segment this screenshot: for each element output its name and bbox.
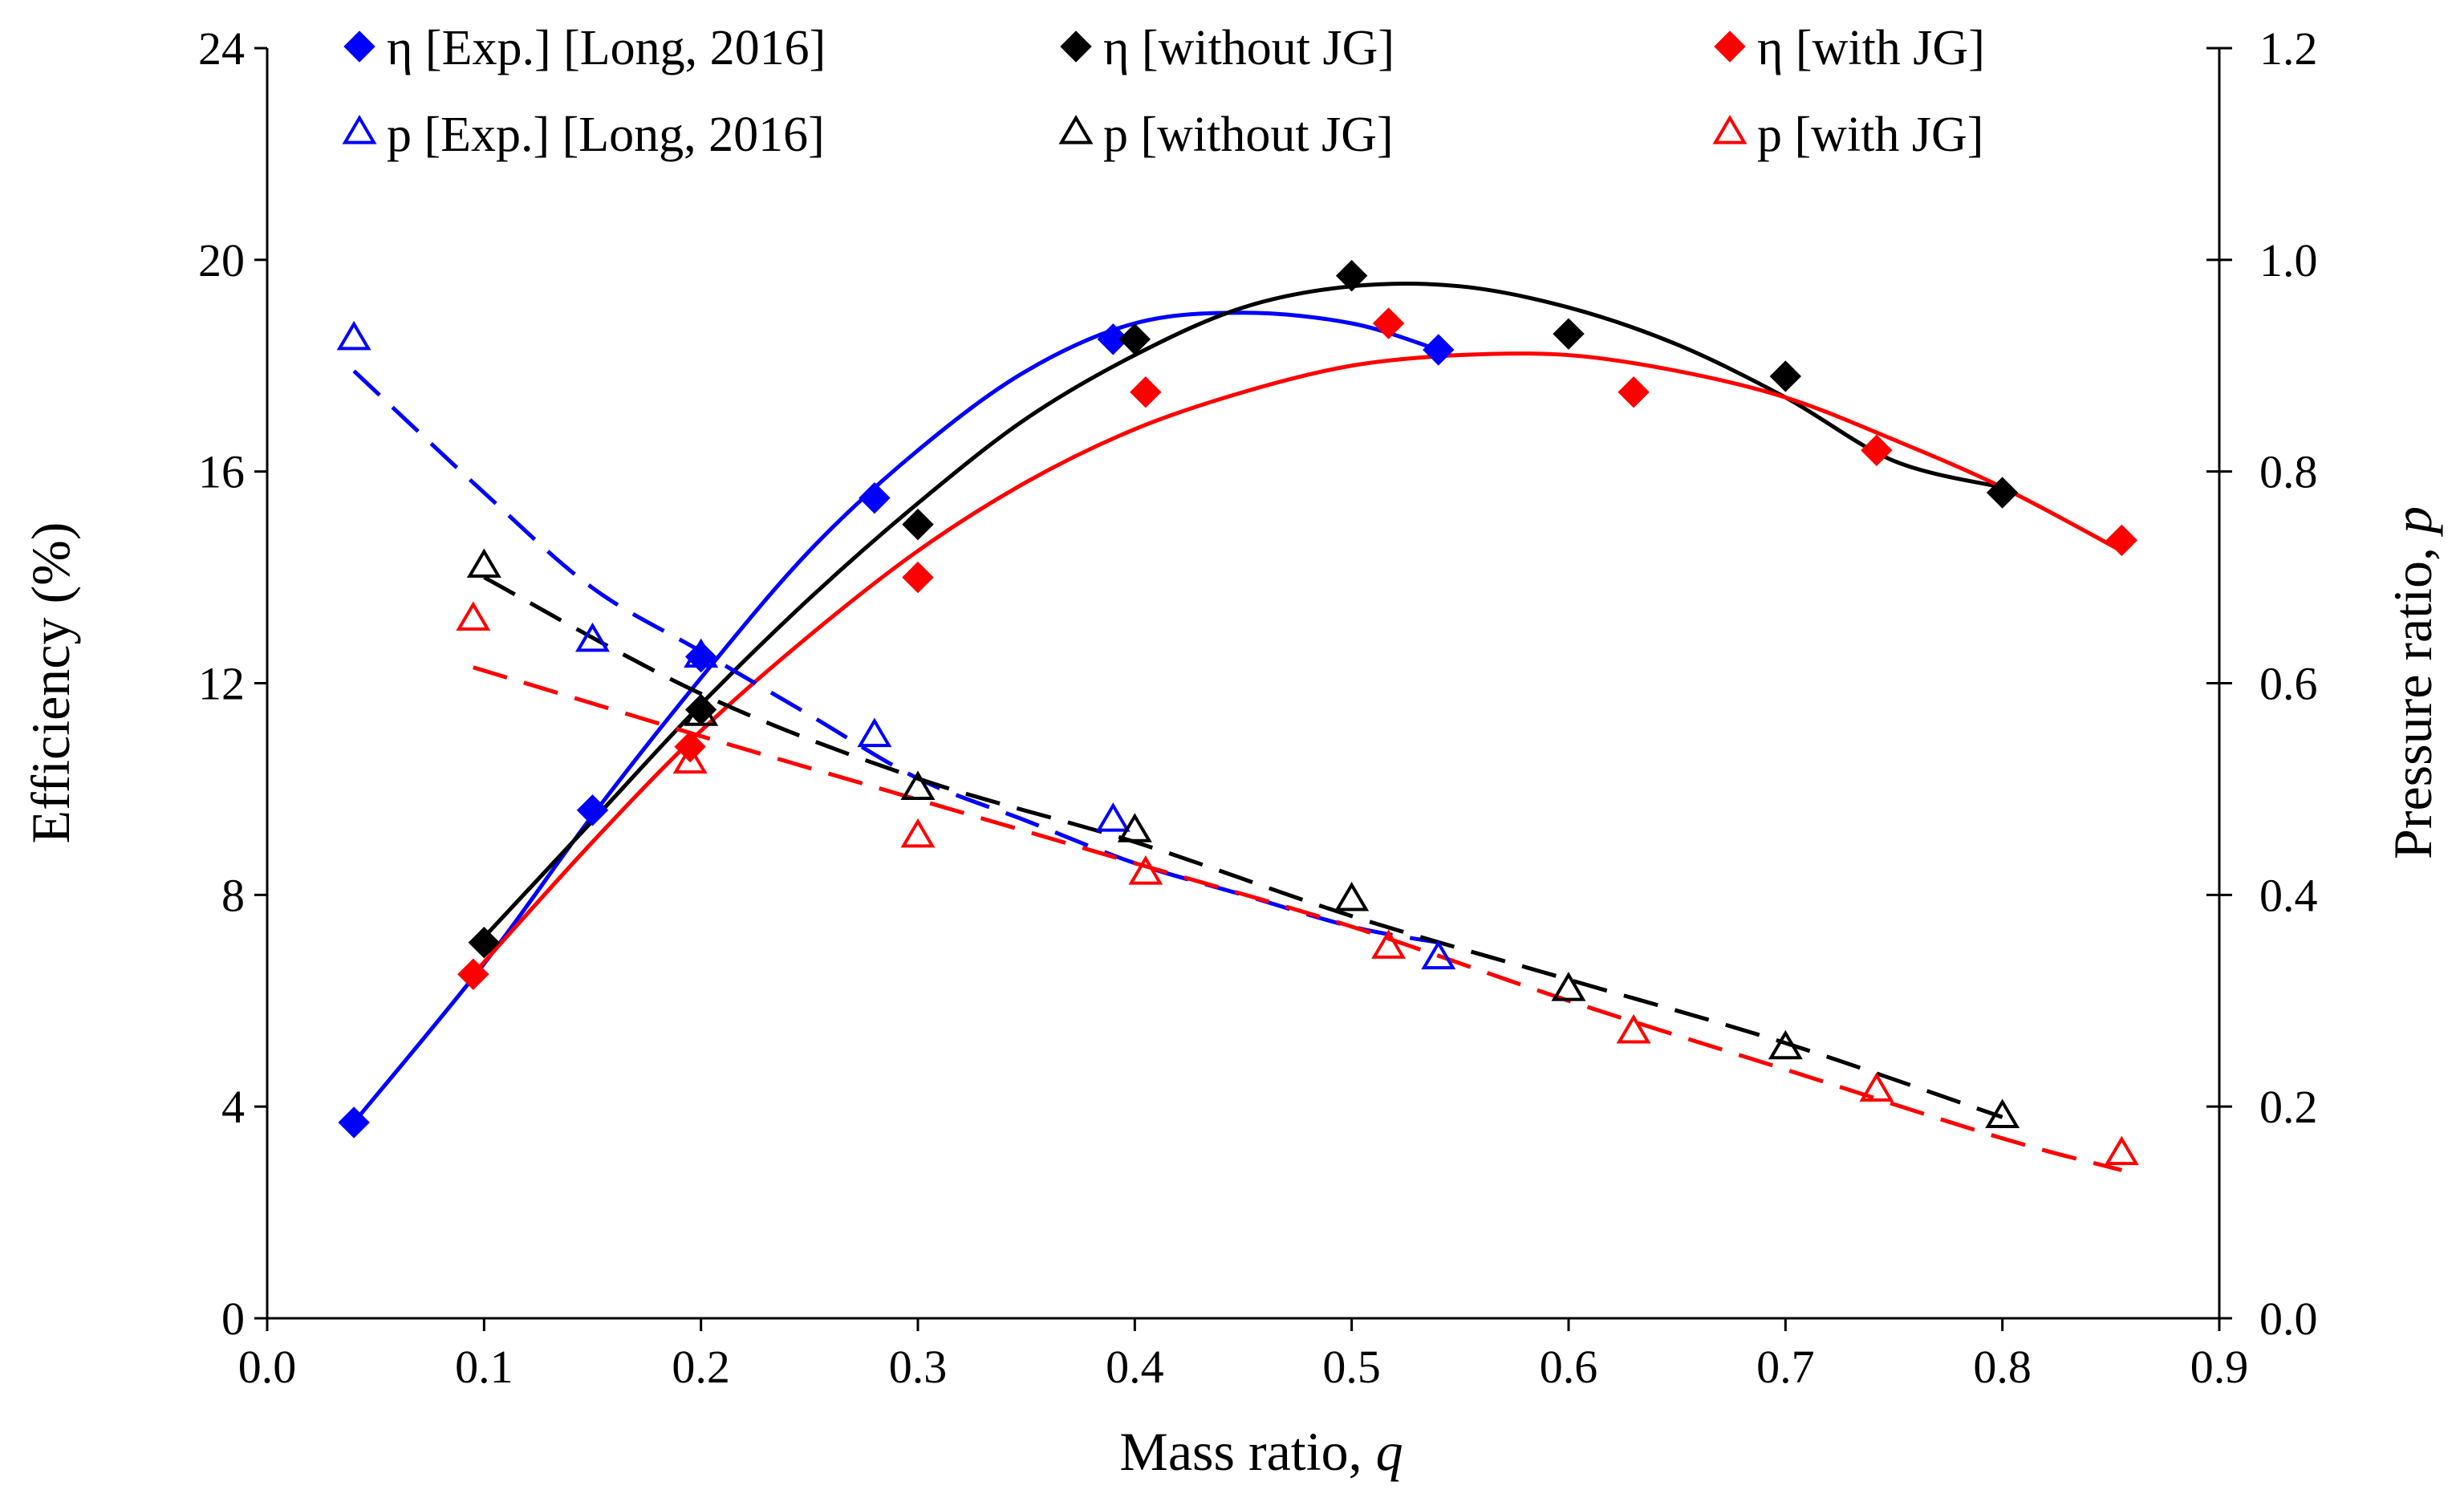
x-tick-label: 0.8 [1973, 1341, 2032, 1393]
fit-line-3 [352, 369, 1439, 945]
legend-item-4: p [without JG] [1058, 108, 1394, 162]
data-point-p-exp-long-2016 [1095, 802, 1131, 832]
data-point-with-jg [2105, 524, 2138, 557]
data-point-p-with-jg [672, 744, 708, 774]
fit-line-0 [352, 311, 1439, 1124]
y-tick-label: 16 [198, 446, 245, 498]
fit-lines [352, 282, 2123, 1172]
x-tick-label: 0.6 [1540, 1341, 1598, 1393]
legend-item-1: η [without JG] [1060, 21, 1394, 75]
data-point-with-jg [902, 561, 934, 594]
data-point-exp-long-2016 [859, 481, 891, 514]
data-point-exp-long-2016 [684, 640, 717, 673]
y2-tick-label: 1.2 [2259, 22, 2318, 75]
legend-marker [343, 30, 375, 63]
data-point-exp-long-2016 [576, 794, 609, 826]
data-point-p-without-jg [900, 770, 936, 801]
y-tick-label: 0 [221, 1293, 245, 1345]
legend-marker [1058, 115, 1094, 144]
data-point-p-without-jg [1985, 1098, 2020, 1128]
data-point-exp-long-2016 [1423, 334, 1455, 366]
y-tick-label: 20 [198, 234, 245, 286]
y2-axis-title: Pressure ratio, p [2382, 506, 2443, 859]
data-point-p-exp-long-2016 [684, 638, 719, 668]
fit-line-1 [482, 282, 2003, 939]
legend-item-5: p [with JG] [1712, 108, 1983, 162]
x-tick-label: 0.9 [2190, 1341, 2249, 1393]
data-point-without-jg [1553, 318, 1585, 350]
legend-label: p [Exp.] [Long, 2016] [387, 108, 825, 162]
data-point-with-jg [1130, 376, 1162, 408]
x-tick-label: 0.4 [1106, 1341, 1164, 1393]
legend-label: η [without JG] [1103, 21, 1394, 75]
data-point-p-with-jg [456, 601, 491, 631]
y2-tick-label: 0.2 [2259, 1081, 2318, 1133]
data-point-exp-long-2016 [338, 1106, 370, 1139]
legend-marker [1714, 30, 1746, 63]
legend-marker [1712, 115, 1748, 144]
data-point-without-jg [1335, 259, 1368, 292]
data-markers [336, 259, 2139, 1166]
data-point-p-with-jg [1859, 1072, 1894, 1102]
x-tick-label: 0.7 [1756, 1341, 1815, 1393]
data-point-without-jg [468, 926, 501, 959]
y2-tick-label: 0.8 [2259, 446, 2318, 498]
legend-item-2: η [with JG] [1714, 21, 1985, 75]
legend-label: η [Exp.] [Long, 2016] [387, 21, 826, 75]
data-point-p-exp-long-2016 [857, 717, 892, 748]
data-point-p-without-jg [1117, 813, 1152, 842]
y-axis-title: Efficiency (%) [20, 522, 81, 844]
data-point-p-exp-long-2016 [1421, 940, 1456, 970]
fit-line-5 [473, 665, 2122, 1172]
data-point-p-without-jg [684, 696, 719, 726]
data-point-without-jg [1986, 477, 2019, 509]
legend: η [Exp.] [Long, 2016] η [without JG] η [wi… [342, 21, 1985, 162]
data-point-p-without-jg [466, 548, 501, 578]
legend-label: p [without JG] [1103, 108, 1394, 162]
data-point-p-with-jg [2104, 1135, 2139, 1166]
data-point-p-exp-long-2016 [575, 622, 610, 652]
data-point-p-without-jg [1551, 972, 1586, 1001]
x-tick-label: 0.3 [889, 1341, 948, 1393]
y-tick-label: 12 [198, 658, 245, 710]
data-point-with-jg [1861, 434, 1893, 466]
fit-line-4 [483, 575, 2003, 1119]
data-point-p-without-jg [1334, 882, 1370, 911]
y-tick-label: 24 [198, 22, 245, 75]
y2-tick-label: 0.4 [2259, 869, 2318, 921]
data-point-p-with-jg [1128, 855, 1163, 885]
plot-frame [254, 47, 2232, 1331]
y2-tick-label: 0.0 [2259, 1293, 2318, 1345]
legend-label: η [with JG] [1757, 21, 1985, 75]
x-tick-label: 0.1 [455, 1341, 514, 1393]
y2-tick-label: 1.0 [2259, 234, 2318, 286]
data-point-exp-long-2016 [1097, 323, 1130, 355]
legend-item-3: p [Exp.] [Long, 2016] [342, 108, 825, 162]
x-axis-title: Mass ratio, q [1119, 1421, 1402, 1482]
data-point-p-exp-long-2016 [336, 320, 371, 351]
y-tick-label: 4 [221, 1081, 245, 1133]
data-point-without-jg [1118, 323, 1151, 355]
data-point-p-with-jg [1371, 929, 1407, 959]
data-point-with-jg [1372, 307, 1405, 339]
legend-marker [342, 115, 377, 144]
y2-tick-label: 0.6 [2259, 658, 2318, 710]
data-point-without-jg [902, 508, 934, 541]
tick-labels: 0.0 0.1 0.2 0.3 0.4 0.5 0.6 0.7 0.8 0.9 0 4 8 12 16 20 2… [198, 22, 2318, 1393]
x-tick-label: 0.5 [1322, 1341, 1381, 1393]
data-point-without-jg [1769, 360, 1802, 392]
data-point-p-with-jg [1616, 1013, 1651, 1044]
y-tick-label: 8 [221, 869, 245, 921]
legend-label: p [with JG] [1757, 108, 1983, 162]
x-tick-label: 0.0 [238, 1341, 297, 1393]
data-point-p-without-jg [1768, 1029, 1803, 1060]
x-tick-label: 0.2 [672, 1341, 730, 1393]
data-point-with-jg [457, 958, 489, 990]
data-point-p-with-jg [900, 818, 936, 848]
data-point-with-jg [1618, 376, 1650, 408]
legend-item-0: η [Exp.] [Long, 2016] [343, 21, 826, 75]
legend-marker [1060, 30, 1092, 63]
